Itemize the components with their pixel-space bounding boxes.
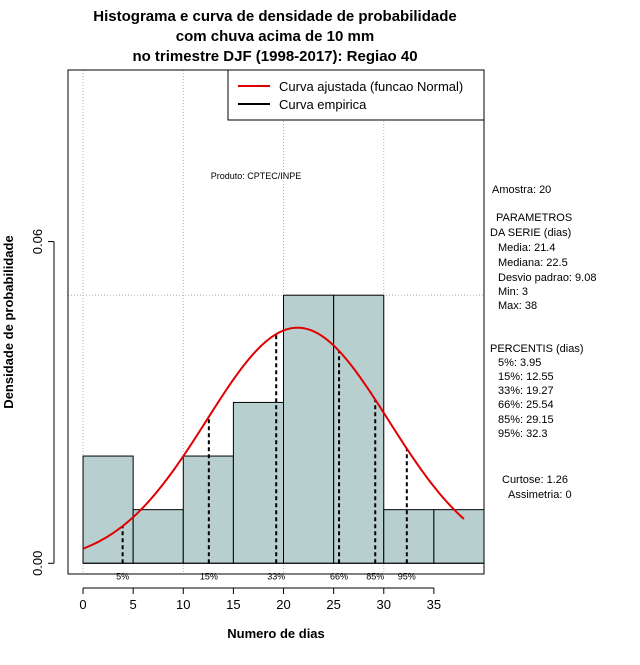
histogram-bar [333, 294, 385, 564]
legend-label-empirical: Curva empirica [279, 97, 367, 112]
kurtosis: Curtose: 1.26 [502, 474, 568, 486]
percentile-marker-label: 33% [267, 571, 285, 581]
histogram-bar [132, 509, 184, 564]
y-tick-label: 0.00 [30, 551, 45, 576]
percentile-marker-label: 95% [398, 571, 416, 581]
curve-layer [82, 326, 465, 550]
x-tick-label: 20 [276, 597, 290, 612]
x-tick-label: 15 [226, 597, 240, 612]
legend: Curva ajustada (funcao Normal) Curva emp… [227, 69, 485, 121]
percentile-layer: 5% 15% 33% 66% 85% 95% [116, 334, 416, 581]
skewness: Assimetria: 0 [508, 489, 572, 501]
chart-title-line-2: com chuva acima de 10 mm [176, 28, 374, 45]
y-axis: 0.00 0.06 [30, 229, 55, 576]
x-tick-label: 10 [176, 597, 190, 612]
percentile-5: 5%: 3.95 [498, 357, 541, 369]
chart-title-line-3: no trimestre DJF (1998-2017): Regiao 40 [132, 48, 417, 65]
legend-box [227, 69, 485, 121]
x-axis-label: Numero de dias [227, 626, 325, 641]
x-tick-label: 30 [377, 597, 391, 612]
histogram-bar [82, 455, 134, 564]
x-axis: 0 5 10 15 20 25 30 35 [79, 587, 441, 612]
param-mediana: Mediana: 22.5 [498, 257, 568, 269]
param-desvio: Desvio padrao: 9.08 [498, 272, 596, 284]
parameters-title-2: DA SERIE (dias) [490, 227, 571, 239]
percentile-95: 95%: 32.3 [498, 428, 548, 440]
histogram-bar [433, 509, 485, 564]
percentile-85: 85%: 29.15 [498, 414, 554, 426]
y-tick-label: 0.06 [30, 229, 45, 254]
product-annotation: Produto: CPTEC/INPE [211, 171, 302, 181]
legend-label-fitted: Curva ajustada (funcao Normal) [279, 79, 463, 94]
param-max: Max: 38 [498, 300, 537, 312]
side-panel: Amostra: 20 PARAMETROS DA SERIE (dias) M… [490, 184, 596, 501]
histogram-bar [383, 509, 435, 564]
fitted-normal-curve [82, 326, 465, 550]
percentile-15: 15%: 12.55 [498, 371, 554, 383]
bars-layer [82, 294, 485, 564]
percentile-66: 66%: 25.54 [498, 399, 554, 411]
percentile-33: 33%: 19.27 [498, 385, 554, 397]
percentile-marker-label: 15% [200, 571, 218, 581]
param-media: Media: 21.4 [498, 242, 555, 254]
x-tick-label: 0 [79, 597, 86, 612]
param-min: Min: 3 [498, 286, 528, 298]
x-tick-label: 5 [130, 597, 137, 612]
chart-title-line-1: Histograma e curva de densidade de proba… [93, 8, 456, 25]
percentile-marker-label: 85% [366, 571, 384, 581]
histogram-bar [283, 294, 335, 564]
percentiles-title: PERCENTIS (dias) [490, 343, 584, 355]
parameters-title-1: PARAMETROS [496, 212, 572, 224]
x-tick-label: 25 [326, 597, 340, 612]
y-axis-label: Densidade de probabilidade [1, 235, 16, 408]
percentile-marker-label: 66% [330, 571, 348, 581]
x-tick-label: 35 [427, 597, 441, 612]
percentile-marker-label: 5% [116, 571, 129, 581]
sample-size: Amostra: 20 [492, 184, 551, 196]
